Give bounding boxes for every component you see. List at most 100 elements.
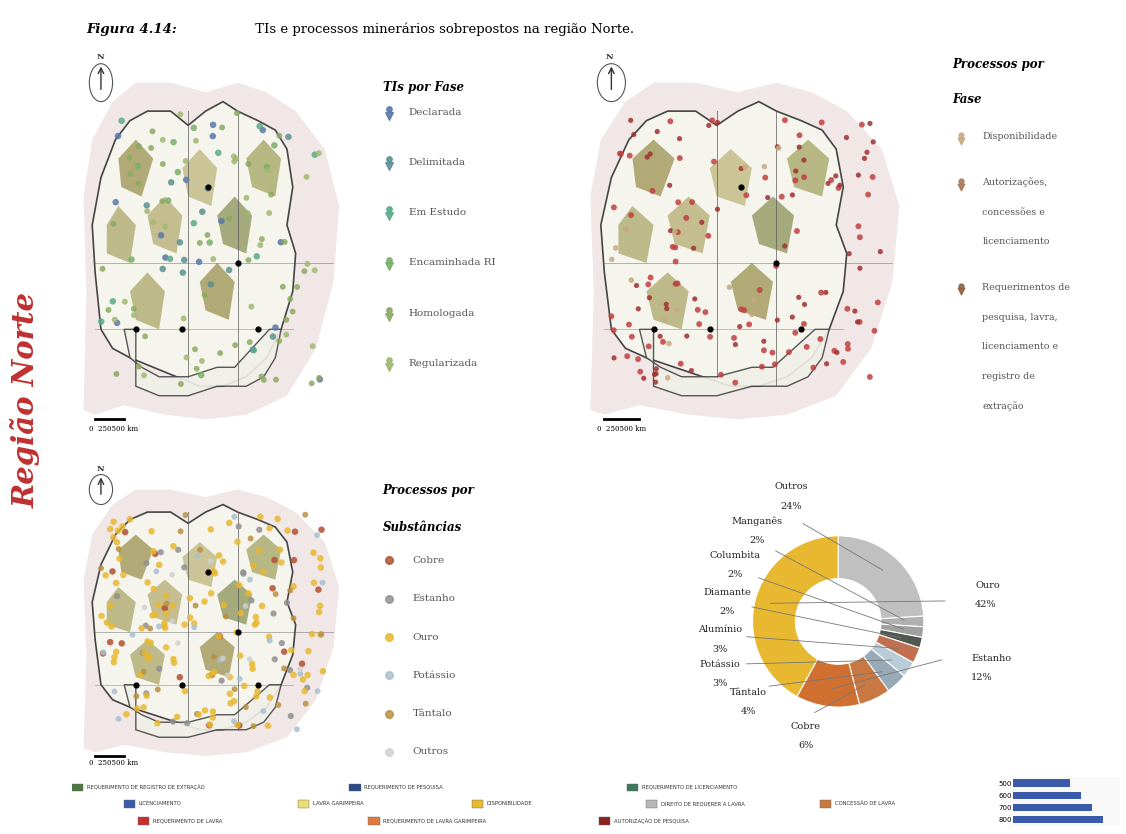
Point bbox=[725, 331, 743, 344]
Point bbox=[187, 599, 205, 612]
Point bbox=[204, 253, 222, 266]
Point bbox=[117, 707, 135, 721]
Point bbox=[310, 371, 328, 384]
Point bbox=[221, 516, 239, 530]
Point bbox=[236, 600, 254, 613]
FancyBboxPatch shape bbox=[349, 784, 360, 791]
Point bbox=[178, 351, 196, 364]
Point bbox=[856, 152, 874, 165]
Point bbox=[312, 627, 330, 641]
Point bbox=[263, 581, 282, 595]
Point bbox=[294, 673, 312, 686]
Point bbox=[379, 360, 397, 374]
Point bbox=[199, 565, 217, 579]
Point bbox=[229, 256, 247, 269]
Point bbox=[286, 525, 304, 539]
Point bbox=[641, 291, 659, 304]
Point bbox=[379, 669, 397, 682]
Point bbox=[726, 376, 744, 389]
Point bbox=[282, 584, 300, 597]
Text: Manganês: Manganês bbox=[731, 516, 783, 525]
Point bbox=[278, 524, 296, 537]
Point bbox=[849, 219, 867, 233]
Point bbox=[92, 561, 110, 575]
Point bbox=[784, 310, 802, 324]
Point bbox=[122, 168, 140, 181]
Point bbox=[795, 153, 813, 167]
Point bbox=[186, 343, 204, 356]
Point bbox=[282, 710, 300, 723]
Point bbox=[213, 214, 231, 228]
Point bbox=[850, 315, 868, 329]
Polygon shape bbox=[217, 580, 252, 625]
Point bbox=[150, 598, 168, 611]
Point bbox=[163, 568, 181, 581]
Point bbox=[95, 646, 113, 659]
Point bbox=[136, 619, 154, 632]
Point bbox=[297, 170, 315, 183]
Point bbox=[225, 682, 243, 696]
Point bbox=[164, 715, 182, 728]
Point bbox=[623, 274, 641, 287]
Point bbox=[953, 134, 971, 148]
Point bbox=[92, 610, 110, 623]
Point bbox=[379, 354, 397, 367]
Point bbox=[646, 375, 664, 389]
Polygon shape bbox=[118, 139, 153, 197]
Point bbox=[834, 355, 852, 369]
Wedge shape bbox=[797, 659, 859, 707]
Point bbox=[245, 618, 263, 631]
Point bbox=[763, 346, 781, 359]
Polygon shape bbox=[129, 640, 164, 685]
Point bbox=[240, 254, 258, 267]
Text: Outros: Outros bbox=[413, 747, 449, 756]
Point bbox=[708, 116, 726, 129]
Text: N: N bbox=[606, 53, 614, 61]
Point bbox=[164, 652, 182, 666]
Point bbox=[379, 103, 397, 116]
Point bbox=[736, 160, 754, 173]
Text: concessões e: concessões e bbox=[983, 208, 1045, 217]
Text: TIs e processos minerários sobrepostos na região Norte.: TIs e processos minerários sobrepostos n… bbox=[251, 23, 634, 36]
Point bbox=[740, 318, 758, 331]
Point bbox=[200, 718, 218, 731]
Point bbox=[218, 669, 236, 682]
Point bbox=[304, 339, 322, 353]
Point bbox=[754, 334, 772, 348]
Polygon shape bbox=[148, 580, 182, 625]
Point bbox=[144, 216, 162, 229]
Text: 2%: 2% bbox=[727, 570, 743, 579]
Point bbox=[157, 589, 175, 602]
Text: Cobre: Cobre bbox=[413, 556, 445, 565]
Wedge shape bbox=[876, 635, 920, 663]
Point bbox=[768, 314, 786, 327]
Point bbox=[152, 545, 170, 559]
Point bbox=[231, 672, 249, 686]
Point bbox=[269, 698, 287, 711]
Polygon shape bbox=[668, 197, 709, 254]
Point bbox=[683, 195, 701, 208]
Point bbox=[146, 547, 164, 560]
Point bbox=[787, 164, 805, 178]
Polygon shape bbox=[199, 263, 234, 320]
Point bbox=[251, 119, 269, 133]
Point bbox=[310, 605, 328, 619]
Point bbox=[177, 154, 195, 168]
Point bbox=[135, 701, 153, 714]
Point bbox=[629, 353, 647, 366]
Point bbox=[158, 641, 176, 654]
Point bbox=[200, 719, 218, 732]
Text: LAVRA GARIMPEIRA: LAVRA GARIMPEIRA bbox=[313, 801, 364, 806]
Point bbox=[116, 295, 134, 309]
Point bbox=[296, 685, 314, 698]
Text: Substâncias: Substâncias bbox=[383, 520, 462, 534]
Polygon shape bbox=[646, 273, 689, 329]
Point bbox=[795, 317, 813, 330]
Polygon shape bbox=[752, 197, 794, 254]
Point bbox=[248, 690, 266, 703]
Point bbox=[198, 229, 216, 242]
Point bbox=[129, 139, 148, 153]
Point bbox=[667, 241, 685, 254]
Point bbox=[846, 304, 864, 318]
Point bbox=[249, 323, 267, 336]
